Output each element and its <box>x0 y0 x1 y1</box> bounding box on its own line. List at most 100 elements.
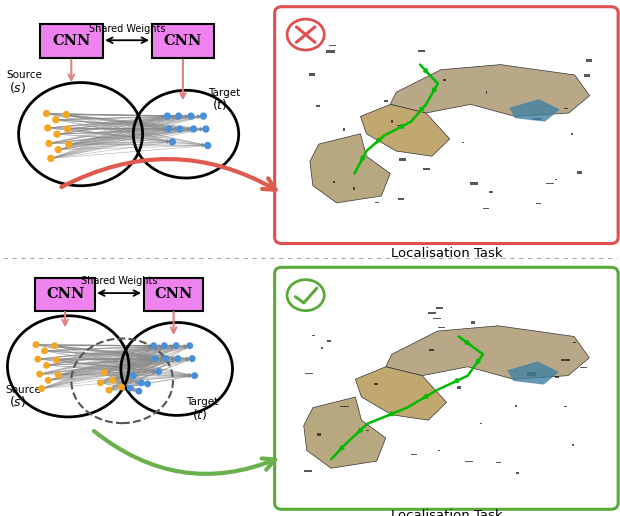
FancyBboxPatch shape <box>366 430 369 431</box>
Point <box>53 371 63 379</box>
FancyBboxPatch shape <box>275 7 618 244</box>
Point <box>33 355 43 363</box>
Polygon shape <box>386 326 590 379</box>
FancyBboxPatch shape <box>443 79 446 81</box>
FancyBboxPatch shape <box>35 278 95 311</box>
Text: Target: Target <box>186 397 218 408</box>
FancyBboxPatch shape <box>309 73 316 76</box>
Point <box>99 368 109 377</box>
FancyBboxPatch shape <box>397 198 404 200</box>
FancyBboxPatch shape <box>433 318 441 319</box>
FancyBboxPatch shape <box>312 335 315 336</box>
FancyBboxPatch shape <box>301 304 604 482</box>
FancyBboxPatch shape <box>340 406 348 407</box>
FancyBboxPatch shape <box>469 182 478 185</box>
Point <box>125 384 135 392</box>
FancyBboxPatch shape <box>438 327 445 328</box>
FancyBboxPatch shape <box>489 191 493 192</box>
Point <box>149 342 159 350</box>
Point <box>134 387 144 395</box>
Point <box>173 354 183 363</box>
Text: Target: Target <box>208 88 240 98</box>
Point <box>159 342 169 350</box>
Point <box>44 139 54 148</box>
FancyBboxPatch shape <box>587 59 593 62</box>
Point <box>187 354 197 363</box>
FancyBboxPatch shape <box>40 24 103 58</box>
Point <box>186 112 196 120</box>
Point <box>117 383 126 391</box>
Text: CNN: CNN <box>46 287 84 301</box>
Point <box>43 124 53 132</box>
Point <box>95 379 105 387</box>
Text: Shared Weights: Shared Weights <box>89 24 166 34</box>
Point <box>64 140 74 149</box>
FancyBboxPatch shape <box>411 454 417 456</box>
Point <box>198 112 208 120</box>
FancyBboxPatch shape <box>391 120 393 123</box>
Text: $(s)$: $(s)$ <box>9 394 26 410</box>
Point <box>52 130 62 138</box>
Point <box>104 386 114 394</box>
Point <box>174 112 184 120</box>
FancyBboxPatch shape <box>329 45 336 46</box>
Point <box>61 110 71 119</box>
FancyBboxPatch shape <box>333 182 335 183</box>
Polygon shape <box>355 367 446 420</box>
Point <box>53 146 63 154</box>
FancyBboxPatch shape <box>555 376 559 378</box>
Polygon shape <box>360 104 450 156</box>
Point <box>40 347 50 355</box>
Point <box>162 112 172 120</box>
FancyBboxPatch shape <box>457 386 461 389</box>
FancyBboxPatch shape <box>466 461 473 462</box>
FancyBboxPatch shape <box>580 367 587 368</box>
Point <box>175 125 185 133</box>
FancyBboxPatch shape <box>418 50 425 53</box>
Point <box>201 125 211 133</box>
Point <box>63 125 73 133</box>
FancyBboxPatch shape <box>564 406 567 407</box>
FancyBboxPatch shape <box>471 321 475 324</box>
Text: Source: Source <box>6 70 42 80</box>
FancyBboxPatch shape <box>429 349 434 351</box>
Polygon shape <box>507 361 559 384</box>
Point <box>31 341 41 349</box>
Text: CNN: CNN <box>52 34 91 49</box>
Point <box>46 154 56 163</box>
FancyBboxPatch shape <box>515 405 517 407</box>
Text: $(t)$: $(t)$ <box>192 407 208 423</box>
FancyBboxPatch shape <box>316 105 320 107</box>
Point <box>188 125 198 133</box>
Point <box>167 138 177 146</box>
Point <box>154 367 164 376</box>
FancyBboxPatch shape <box>463 142 464 143</box>
FancyBboxPatch shape <box>516 472 519 474</box>
FancyBboxPatch shape <box>275 267 618 509</box>
Point <box>108 376 118 384</box>
FancyBboxPatch shape <box>480 423 482 424</box>
Point <box>190 372 200 380</box>
FancyBboxPatch shape <box>438 450 440 451</box>
FancyBboxPatch shape <box>384 100 388 102</box>
FancyBboxPatch shape <box>527 373 536 376</box>
Point <box>51 356 61 364</box>
Point <box>42 109 51 118</box>
Point <box>37 384 46 393</box>
FancyBboxPatch shape <box>321 347 323 349</box>
FancyBboxPatch shape <box>583 74 590 77</box>
Point <box>50 342 60 350</box>
Text: Shared Weights: Shared Weights <box>81 277 157 286</box>
Text: CNN: CNN <box>154 287 193 301</box>
FancyBboxPatch shape <box>353 187 355 190</box>
FancyBboxPatch shape <box>375 202 379 203</box>
FancyBboxPatch shape <box>555 179 557 180</box>
FancyBboxPatch shape <box>144 278 203 311</box>
FancyBboxPatch shape <box>305 373 313 374</box>
Point <box>143 380 153 388</box>
FancyBboxPatch shape <box>151 24 215 58</box>
Point <box>42 361 51 369</box>
FancyBboxPatch shape <box>304 470 312 472</box>
FancyBboxPatch shape <box>571 133 574 135</box>
Text: Source: Source <box>5 384 41 395</box>
